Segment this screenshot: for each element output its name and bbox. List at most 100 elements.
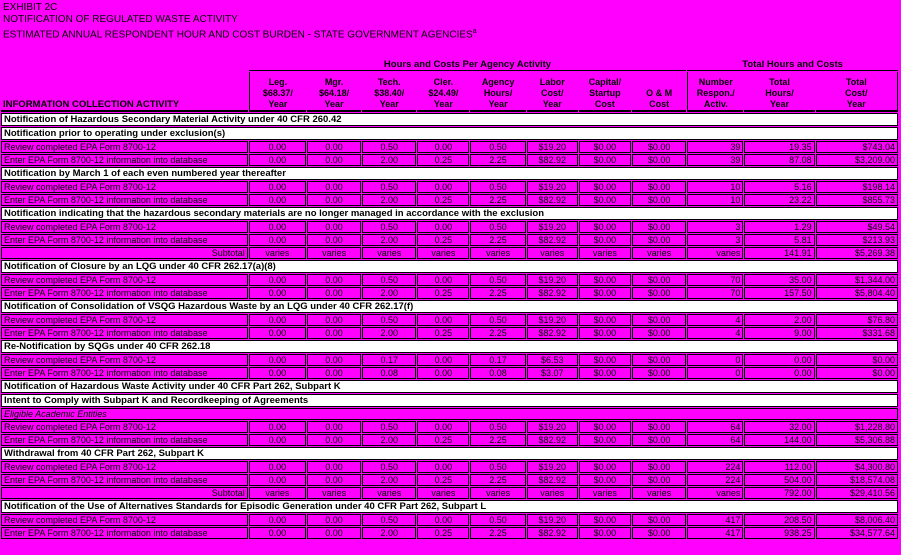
value-cell-labor-cost: $82.92	[526, 234, 578, 246]
value-cell-om-cost: $0.00	[631, 234, 687, 246]
subsection-row: Notification indicating that the hazardo…	[1, 207, 898, 220]
value-cell-capital-startup: varies	[578, 247, 631, 259]
value-cell-capital-startup: $0.00	[578, 287, 631, 299]
value-cell-mgr: 0.00	[306, 314, 362, 326]
value-cell-total-cost: $5,804.40	[815, 287, 898, 299]
value-cell-tech: 2.00	[362, 234, 417, 246]
value-cell-om-cost: $0.00	[631, 287, 687, 299]
data-row: Review completed EPA Form 8700-12 0.00 0.0…	[1, 461, 898, 473]
value-cell-number-respon: 3	[687, 221, 744, 233]
value-cell-total-cost: $855.73	[815, 194, 898, 206]
value-cell-number-respon: 70	[687, 287, 744, 299]
value-cell-mgr: varies	[306, 487, 362, 499]
data-row: Review completed EPA Form 8700-12 0.00 0.0…	[1, 354, 898, 366]
value-cell-labor-cost: $19.20	[526, 421, 578, 433]
value-cell-om-cost: $0.00	[631, 327, 687, 339]
value-cell-mgr: 0.00	[306, 234, 362, 246]
value-cell-cler: varies	[417, 487, 470, 499]
value-cell-mgr: 0.00	[306, 474, 362, 486]
value-cell-agency-hours: 2.25	[470, 474, 526, 486]
value-cell-total-hours: 112.00	[744, 461, 815, 473]
data-row: Enter EPA Form 8700-12 information into …	[1, 367, 898, 379]
value-cell-cler: 0.25	[417, 474, 470, 486]
data-row: Review completed EPA Form 8700-12 0.00 0.0…	[1, 141, 898, 153]
value-cell-om-cost: $0.00	[631, 474, 687, 486]
value-cell-labor-cost: $19.20	[526, 461, 578, 473]
value-cell-om-cost: $0.00	[631, 354, 687, 366]
value-cell-cler: varies	[417, 247, 470, 259]
value-cell-number-respon: 0	[687, 354, 744, 366]
value-cell-total-hours: 144.00	[744, 434, 815, 446]
value-cell-total-cost: $1,344.00	[815, 274, 898, 286]
value-cell-agency-hours: 0.50	[470, 314, 526, 326]
value-cell-capital-startup: $0.00	[578, 354, 631, 366]
value-cell-capital-startup: $0.00	[578, 421, 631, 433]
value-cell-mgr: 0.00	[306, 141, 362, 153]
activity-cell: Review completed EPA Form 8700-12	[1, 141, 248, 153]
value-cell-tech: 0.50	[362, 274, 417, 286]
value-cell-agency-hours: 0.50	[470, 141, 526, 153]
value-cell-cler: 0.25	[417, 194, 470, 206]
value-cell-tech: 0.17	[362, 354, 417, 366]
value-cell-labor-cost: $6.53	[526, 354, 578, 366]
exhibit-number: EXHIBIT 2C	[3, 2, 58, 13]
subsection-label: Withdrawal from 40 CFR Part 262, Subpart…	[1, 447, 898, 460]
value-cell-capital-startup: $0.00	[578, 221, 631, 233]
value-cell-leg: 0.00	[248, 421, 306, 433]
activity-cell: Enter EPA Form 8700-12 information into …	[1, 474, 248, 486]
note-row: Eligible Academic Entities	[1, 408, 898, 420]
value-cell-capital-startup: $0.00	[578, 367, 631, 379]
value-cell-om-cost: $0.00	[631, 154, 687, 166]
value-cell-agency-hours: 2.25	[470, 234, 526, 246]
value-cell-number-respon: 39	[687, 141, 744, 153]
column-header-row: INFORMATION COLLECTION ACTIVITY Leg. $68.…	[1, 72, 898, 112]
value-cell-leg: 0.00	[248, 234, 306, 246]
value-cell-cler: 0.25	[417, 327, 470, 339]
value-cell-cler: 0.00	[417, 141, 470, 153]
value-cell-om-cost: $0.00	[631, 274, 687, 286]
value-cell-total-hours: 32.00	[744, 421, 815, 433]
value-cell-tech: varies	[362, 247, 417, 259]
value-cell-total-cost: $8,006.40	[815, 514, 898, 526]
value-cell-total-cost: $29,410.56	[815, 487, 898, 499]
activity-cell: Enter EPA Form 8700-12 information into …	[1, 367, 248, 379]
section-label: Notification of Hazardous Waste Activity…	[1, 380, 898, 393]
exhibit-subject: NOTIFICATION OF REGULATED WASTE ACTIVITY	[3, 14, 238, 25]
value-cell-labor-cost: $82.92	[526, 327, 578, 339]
activity-cell: Enter EPA Form 8700-12 information into …	[1, 154, 248, 166]
subtotal-label-cell: Subtotal	[1, 247, 248, 259]
value-cell-tech: 2.00	[362, 434, 417, 446]
value-cell-agency-hours: 0.17	[470, 354, 526, 366]
data-row: Review completed EPA Form 8700-12 0.00 0.0…	[1, 274, 898, 286]
value-cell-cler: 0.00	[417, 181, 470, 193]
value-cell-number-respon: 4	[687, 327, 744, 339]
value-cell-capital-startup: varies	[578, 487, 631, 499]
column-header-labor-cost: Labor Cost/Year	[526, 72, 578, 112]
value-cell-total-cost: $3,209.00	[815, 154, 898, 166]
value-cell-total-hours: 157.50	[744, 287, 815, 299]
value-cell-number-respon: 417	[687, 514, 744, 526]
subtotal-row: Subtotal varies varies varies varies varies va…	[1, 247, 898, 259]
value-cell-capital-startup: $0.00	[578, 474, 631, 486]
value-cell-tech: 0.50	[362, 514, 417, 526]
value-cell-cler: 0.00	[417, 274, 470, 286]
exhibit-description-text: ESTIMATED ANNUAL RESPONDENT HOUR AND COS…	[3, 29, 473, 41]
value-cell-leg: 0.00	[248, 141, 306, 153]
value-cell-capital-startup: $0.00	[578, 314, 631, 326]
value-cell-agency-hours: 0.50	[470, 461, 526, 473]
value-cell-cler: 0.25	[417, 434, 470, 446]
group-header-totals: Total Hours and Costs	[687, 59, 898, 71]
data-row: Review completed EPA Form 8700-12 0.00 0.0…	[1, 221, 898, 233]
value-cell-number-respon: 0	[687, 367, 744, 379]
value-cell-total-hours: 504.00	[744, 474, 815, 486]
exhibit-title-block: EXHIBIT 2C NOTIFICATION OF REGULATED WAS…	[0, 0, 901, 41]
value-cell-total-cost: $34,577.64	[815, 527, 898, 539]
value-cell-leg: 0.00	[248, 194, 306, 206]
value-cell-number-respon: varies	[687, 487, 744, 499]
column-header-tech: Tech. $38.40/Year	[362, 72, 417, 112]
column-header-cler: Cler. $24.49/Year	[417, 72, 470, 112]
value-cell-labor-cost: $19.20	[526, 274, 578, 286]
value-cell-om-cost: $0.00	[631, 434, 687, 446]
value-cell-labor-cost: varies	[526, 487, 578, 499]
data-row: Review completed EPA Form 8700-12 0.00 0.0…	[1, 514, 898, 526]
